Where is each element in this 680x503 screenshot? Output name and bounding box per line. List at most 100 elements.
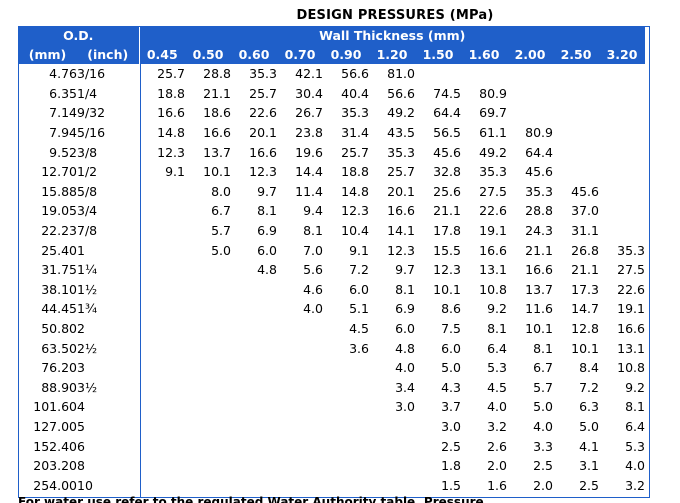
od-inch-cell: 2½ (77, 340, 98, 356)
pressure-cell: 35.3 (387, 144, 415, 160)
pressure-cell: 10.8 (479, 281, 507, 297)
pressure-cell (185, 280, 231, 300)
pressure-cell: 8.4 (579, 360, 599, 376)
table-row: 203.20 8 1.8 2.0 2.5 3.1 4.0 (18, 456, 645, 476)
pressure-cell: 16.6 (387, 203, 415, 219)
pressure-cell: 8.0 (211, 183, 231, 199)
table-row: 7.94 5/16 14.8 16.6 20.1 23.8 31.4 43.5 56.5 61.1… (18, 123, 645, 143)
pressure-cell: 4.0 (625, 458, 645, 474)
pressure-cell (185, 436, 231, 456)
od-inch-cell: 1/4 (77, 85, 98, 101)
pressure-cell: 3.7 (441, 399, 461, 415)
pressure-cell: 26.8 (571, 242, 599, 258)
pressure-cell: 6.7 (211, 203, 231, 219)
table-row: 25.40 1 5.0 6.0 7.0 9.1 12.3 15.5 16.6 21.1 26.8 35… (18, 240, 645, 260)
thickness-header: 1.60 (461, 45, 507, 64)
pressure-cell: 4.0 (487, 399, 507, 415)
pressure-cell (277, 319, 323, 339)
pressure-cell: 2.0 (533, 477, 553, 493)
pressure-cell (599, 64, 645, 84)
od-inch-cell: 8 (77, 458, 85, 474)
table-row: 44.45 1¾ 4.0 5.1 6.9 8.6 9.2 11.6 14.7 19.1 (18, 299, 645, 319)
pressure-cell (231, 299, 277, 319)
pressure-cell (599, 162, 645, 182)
pressure-cell: 16.6 (617, 321, 645, 337)
pressure-cell (231, 397, 277, 417)
pressure-cell: 18.6 (203, 105, 231, 121)
pressure-cell: 6.0 (349, 281, 369, 297)
pressure-cell: 6.9 (395, 301, 415, 317)
pressure-cell: 43.5 (387, 125, 415, 141)
od-inch-cell: 5 (77, 418, 85, 434)
pressure-cell: 4.8 (395, 340, 415, 356)
pressure-cell: 4.0 (303, 301, 323, 317)
pressure-cell: 6.7 (533, 360, 553, 376)
pressure-cell: 3.2 (625, 477, 645, 493)
pressure-cell: 7.2 (349, 262, 369, 278)
pressure-cell: 4.6 (303, 281, 323, 297)
od-inch-cell: 9/32 (77, 105, 106, 121)
pressure-cell (461, 64, 507, 84)
pressure-cell: 6.0 (441, 340, 461, 356)
od-mm-cell: 101.60 (33, 399, 77, 415)
pressure-cell: 21.1 (203, 85, 231, 101)
pressure-cell (277, 358, 323, 378)
pressure-cell: 42.1 (295, 66, 323, 82)
od-mm-cell: 127.00 (33, 418, 77, 434)
pressure-cell (323, 456, 369, 476)
od-mm-cell: 4.76 (49, 66, 77, 82)
table-row: 254.00 10 1.5 1.6 2.0 2.5 3.2 (18, 475, 645, 495)
pressure-cell: 31.4 (341, 125, 369, 141)
pressure-cell: 10.1 (433, 281, 461, 297)
pressure-cell (185, 397, 231, 417)
pressure-cell: 56.6 (341, 66, 369, 82)
pressure-cell: 32.8 (433, 164, 461, 180)
pressure-cell (599, 201, 645, 221)
pressure-cell (231, 319, 277, 339)
pressure-cell: 16.6 (157, 105, 185, 121)
pressure-cell (553, 123, 599, 143)
thickness-header: 1.20 (369, 45, 415, 64)
table-row: 22.23 7/8 5.7 6.9 8.1 10.4 14.1 17.8 19.1 24.3 31.… (18, 221, 645, 241)
pressure-cell (185, 299, 231, 319)
pressure-cell: 28.8 (525, 203, 553, 219)
pressure-cell (139, 397, 185, 417)
pressure-cell (185, 378, 231, 398)
pressure-cell: 37.0 (571, 203, 599, 219)
pressure-cell: 12.3 (387, 242, 415, 258)
od-mm-cell: 15.88 (41, 183, 77, 199)
pressure-cell: 12.8 (571, 321, 599, 337)
od-mm-cell: 88.90 (41, 379, 77, 395)
pressure-cell: 4.0 (533, 418, 553, 434)
pressure-cell (139, 201, 185, 221)
pressure-cell (185, 475, 231, 495)
od-mm-cell: 12.70 (41, 164, 77, 180)
pressure-cell: 22.6 (617, 281, 645, 297)
pressure-cell: 15.5 (433, 242, 461, 258)
pressure-cell: 26.7 (295, 105, 323, 121)
table-row: 152.40 6 2.5 2.6 3.3 4.1 5.3 (18, 436, 645, 456)
od-inch-cell: 1½ (77, 281, 98, 297)
pressure-cell: 35.3 (249, 66, 277, 82)
pressure-cell: 25.7 (249, 85, 277, 101)
od-mm-cell: 25.40 (41, 242, 77, 258)
pressure-cell: 24.3 (525, 223, 553, 239)
pressure-cell (139, 417, 185, 437)
pressure-cell: 4.5 (487, 379, 507, 395)
header-row-2: (mm) (inch) 0.45 0.50 0.60 0.70 0.90 1.20 1.50… (18, 45, 645, 64)
pressure-cell: 17.3 (571, 281, 599, 297)
design-pressure-table: O.D. Wall Thickness (mm) (mm) (inch) 0.4… (18, 26, 645, 495)
pressure-cell: 21.1 (525, 242, 553, 258)
pressure-cell: 22.6 (249, 105, 277, 121)
od-mm-cell: 152.40 (33, 438, 77, 454)
pressure-cell (369, 436, 415, 456)
pressure-cell: 6.4 (625, 418, 645, 434)
pressure-cell: 9.2 (487, 301, 507, 317)
pressure-cell: 6.0 (257, 242, 277, 258)
pressure-cell: 12.3 (433, 262, 461, 278)
od-mm-cell: 19.05 (41, 203, 77, 219)
pressure-cell (415, 64, 461, 84)
pressure-cell: 35.3 (341, 105, 369, 121)
pressure-cell: 18.8 (157, 85, 185, 101)
pressure-cell (139, 319, 185, 339)
